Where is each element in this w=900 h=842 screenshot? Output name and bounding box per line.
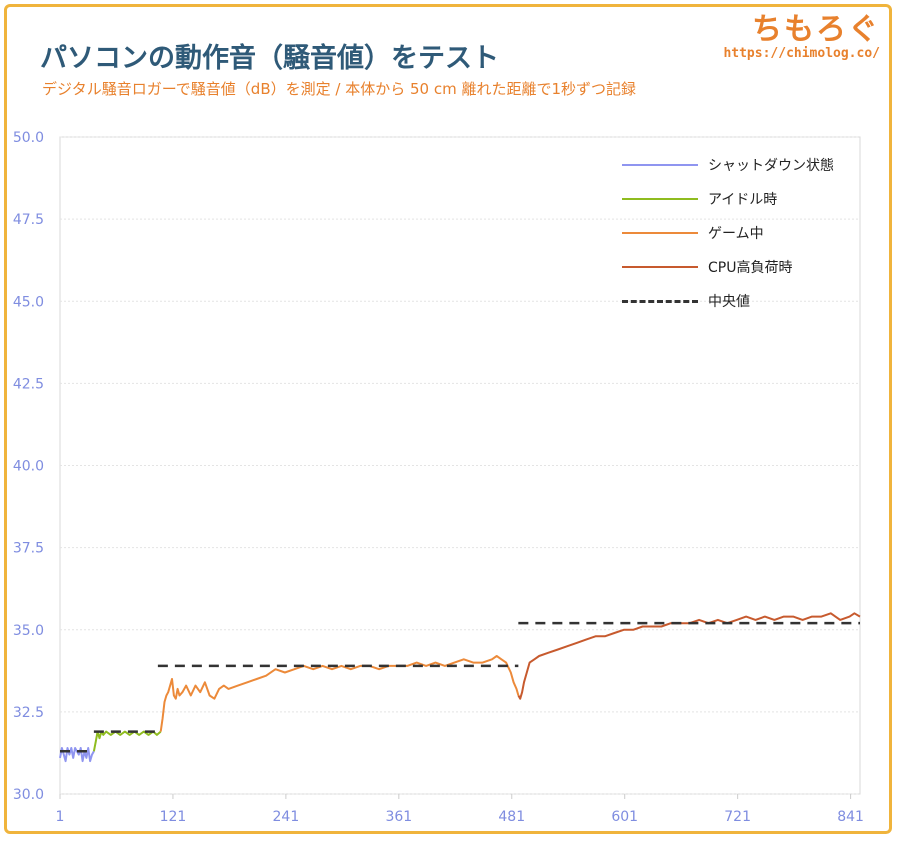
- x-tick-label: 361: [385, 809, 412, 825]
- brand-logo: ちもろぐ https://chimolog.co/: [723, 4, 880, 61]
- legend-item-shutdown: シャットダウン状態: [622, 148, 834, 182]
- legend-item-idle: アイドル時: [622, 182, 834, 216]
- chart-frame: [4, 4, 892, 834]
- x-tick-label: 721: [724, 809, 751, 825]
- brand-name: ちもろぐ: [752, 12, 880, 47]
- legend-label-median: 中央値: [708, 294, 750, 310]
- legend-item-median: 中央値: [622, 284, 834, 318]
- legend-swatch-median: [622, 299, 698, 303]
- legend-label-cpu-load: CPU高負荷時: [708, 260, 793, 276]
- legend-item-cpu-load: CPU高負荷時: [622, 250, 834, 284]
- x-tick-label: 241: [273, 809, 300, 825]
- legend-label-gaming: ゲーム中: [708, 226, 764, 242]
- y-tick-label: 40.0: [13, 459, 44, 475]
- series-line-2: [159, 655, 520, 732]
- chart-subtitle: デジタル騒音ロガーで騒音値（dB）を測定 / 本体から 50 cm 離れた距離で…: [42, 80, 636, 98]
- y-tick-label: 30.0: [13, 787, 44, 803]
- legend-label-shutdown: シャットダウン状態: [708, 158, 834, 174]
- brand-url: https://chimolog.co/: [723, 46, 880, 61]
- y-tick-label: 35.0: [13, 623, 44, 639]
- series-line-3: [517, 612, 861, 700]
- legend-swatch-shutdown: [622, 164, 698, 166]
- series-line-0: [59, 747, 95, 763]
- legend-label-idle: アイドル時: [708, 192, 778, 208]
- legend-swatch-gaming: [622, 232, 698, 234]
- y-tick-label: 32.5: [13, 705, 44, 721]
- y-tick-label: 45.0: [13, 294, 44, 310]
- x-tick-label: 841: [837, 809, 864, 825]
- chart-legend: シャットダウン状態 アイドル時 ゲーム中 CPU高負荷時 中央値: [622, 148, 834, 318]
- y-tick-label: 47.5: [13, 212, 44, 228]
- legend-swatch-idle: [622, 198, 698, 200]
- legend-swatch-cpu-load: [622, 266, 698, 268]
- x-tick-label: 121: [160, 809, 187, 825]
- x-tick-label: 601: [611, 809, 638, 825]
- y-tick-label: 42.5: [13, 376, 44, 392]
- y-tick-label: 37.5: [13, 541, 44, 557]
- series-line-1: [92, 730, 162, 752]
- y-tick-label: 50.0: [13, 130, 44, 146]
- chart-title: パソコンの動作音（騒音値）をテスト: [40, 43, 499, 74]
- x-tick-label: 481: [498, 809, 525, 825]
- x-tick-label: 1: [56, 809, 65, 825]
- legend-item-gaming: ゲーム中: [622, 216, 834, 250]
